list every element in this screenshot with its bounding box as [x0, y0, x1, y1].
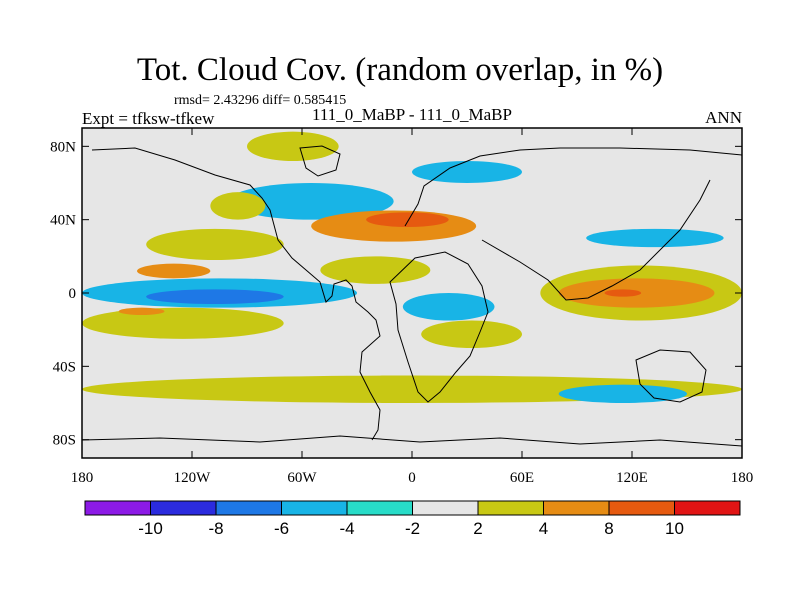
coastline-antarctica — [82, 435, 742, 447]
lat-tick-label: 0 — [69, 286, 77, 302]
contour-region-13 — [604, 289, 642, 297]
lat-tick-label: 80N — [50, 139, 76, 155]
colorbar-label: 10 — [665, 519, 684, 538]
colorbar-swatch — [608, 500, 675, 516]
contour-region-15 — [320, 256, 431, 284]
coastline-australia — [635, 349, 707, 403]
colorbar-label: -4 — [339, 519, 354, 538]
lon-tick-label: 120E — [616, 470, 648, 486]
coastline-eurasia — [404, 147, 742, 227]
colorbar-label: -10 — [138, 519, 163, 538]
colorbar-label: 8 — [604, 519, 613, 538]
colorbar: -10 -8 -6 -4 -2 2 4 8 10 — [84, 500, 741, 538]
lon-tick-label: 120W — [174, 470, 212, 486]
axis-ticks — [81, 128, 743, 458]
season-label: ANN — [705, 108, 742, 127]
contour-region-4 — [146, 228, 284, 260]
contour-region-16 — [247, 131, 339, 161]
lon-tick-label: 60E — [510, 470, 534, 486]
colorbar-swatch — [412, 500, 479, 516]
rmsd-diff-stats: rmsd= 2.43296 diff= 0.585415 — [174, 93, 347, 108]
coastline-africa — [389, 251, 489, 403]
colorbar-swatch — [281, 500, 348, 516]
lon-tick-label: 180 — [731, 470, 754, 486]
contour-region-7 — [146, 289, 284, 304]
colorbar-label: 4 — [539, 519, 548, 538]
colorbar-label: 2 — [473, 519, 482, 538]
contour-fill-layer — [82, 131, 742, 404]
lon-tick-label: 60W — [287, 470, 317, 486]
axis-tick-labels: 180 120W 60W 0 60E 120E 180 80N 40N 0 40S 80S — [50, 139, 753, 486]
lat-tick-label: 80S — [53, 433, 76, 449]
coastline-greenland — [299, 145, 341, 177]
colorbar-label: -8 — [208, 519, 223, 538]
contour-region-17 — [412, 161, 522, 183]
contour-region-1 — [210, 192, 266, 220]
coastline-layer — [82, 145, 742, 447]
contour-region-9 — [82, 307, 284, 339]
case-label: 111_0_MaBP - 111_0_MaBP — [312, 105, 512, 124]
colorbar-label: -2 — [405, 519, 420, 538]
coastline-asia-south — [481, 179, 711, 301]
contour-region-18 — [586, 228, 724, 248]
contour-region-19 — [421, 320, 522, 348]
colorbar-swatch — [346, 500, 413, 516]
contour-region-10 — [118, 307, 165, 316]
colorbar-swatch — [84, 500, 151, 516]
lat-tick-label: 40S — [53, 359, 76, 375]
colorbar-swatch — [543, 500, 610, 516]
colorbar-swatch — [674, 500, 741, 516]
lon-tick-label: 0 — [408, 470, 416, 486]
colorbar-swatch — [215, 500, 282, 516]
lon-tick-label: 180 — [71, 470, 94, 486]
map-title: Tot. Cloud Cov. (random overlap, in %) — [136, 52, 664, 88]
colorbar-swatch — [477, 500, 544, 516]
contour-region-5 — [137, 263, 211, 279]
experiment-label: Expt = tfksw-tfkew — [82, 109, 215, 128]
contour-region-8 — [402, 293, 495, 321]
contour-region-3 — [366, 212, 449, 228]
colorbar-swatch — [150, 500, 217, 516]
coastline-americas — [91, 147, 381, 441]
colorbar-label: -6 — [274, 519, 289, 538]
lat-tick-label: 40N — [50, 213, 76, 229]
